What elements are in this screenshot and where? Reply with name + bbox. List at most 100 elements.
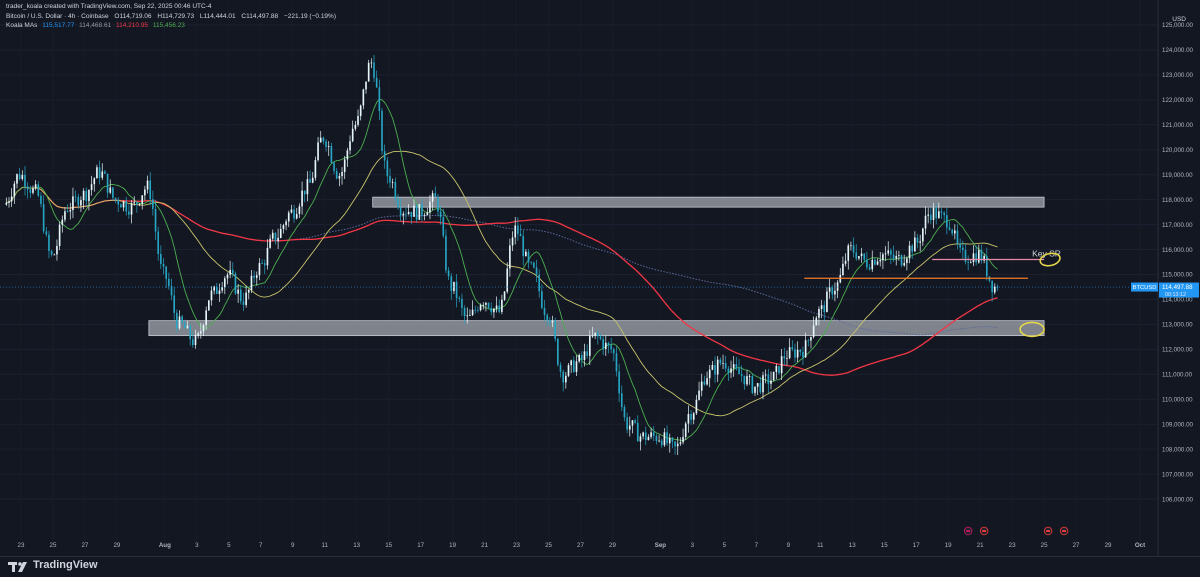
candle-body <box>498 305 501 312</box>
candle-body <box>732 364 735 369</box>
x-tick-label: 11 <box>321 542 328 549</box>
candle-body <box>253 275 255 278</box>
candle-body <box>410 211 413 217</box>
candle-body <box>580 355 583 360</box>
candle-body <box>826 291 828 313</box>
candle-body <box>514 225 517 238</box>
candle-body <box>874 259 876 265</box>
candle-body <box>162 263 165 267</box>
y-tick-label: 108,000.00 <box>1162 446 1194 453</box>
candle-body <box>192 339 194 346</box>
candle-body <box>149 180 152 200</box>
candle-body <box>631 420 634 426</box>
candle-body <box>333 162 335 172</box>
candle-body <box>394 181 397 199</box>
candle-body <box>525 251 527 257</box>
candle-body <box>509 245 511 269</box>
candle-body <box>269 238 271 248</box>
x-tick-label: 3 <box>195 542 199 549</box>
candle-body <box>50 251 53 255</box>
candle-body <box>722 363 724 364</box>
candle-body <box>775 365 778 372</box>
candle-body <box>405 213 407 215</box>
candle-body <box>740 374 743 376</box>
y-tick-label: 107,000.00 <box>1162 471 1194 478</box>
candle-body <box>604 342 607 349</box>
candle-body <box>93 178 96 185</box>
candle-body <box>485 302 487 305</box>
ohlc-change: −221.19 (−0.19%) <box>283 13 336 20</box>
event-marker-flag <box>1062 530 1067 532</box>
level-lines: Key SR <box>804 249 1061 338</box>
candle-body <box>168 278 170 287</box>
candle-body <box>985 255 988 277</box>
y-tick-label: 114,000.00 <box>1162 297 1193 304</box>
candle-body <box>141 195 144 204</box>
candle-body <box>319 137 322 143</box>
candle-body <box>338 176 341 179</box>
candle-body <box>354 124 357 129</box>
candle-body <box>778 365 780 374</box>
indicator-line[interactable]: Koala MAs 115,517.77 114,468.61 114,210.… <box>6 22 185 30</box>
candle-body <box>975 253 977 263</box>
x-tick-label: Oct <box>1135 542 1145 549</box>
candle-body <box>146 180 149 190</box>
event-marker-flag <box>982 530 987 532</box>
candle-body <box>551 321 554 323</box>
candle-body <box>10 196 13 202</box>
y-tick-label: 123,000.00 <box>1162 72 1194 79</box>
x-tick-label: 13 <box>353 542 360 549</box>
candle-body <box>42 203 45 232</box>
candle-body <box>887 250 890 254</box>
candle-body <box>362 89 365 106</box>
candle-body <box>919 241 922 243</box>
candle-body <box>690 414 692 420</box>
candle-body <box>285 221 287 226</box>
x-tick-label: 27 <box>81 542 88 549</box>
candle-body <box>834 290 836 295</box>
candle-body <box>679 442 682 444</box>
candle-body <box>189 325 191 340</box>
candle-body <box>133 202 136 204</box>
candle-body <box>930 214 932 220</box>
candle-body <box>506 268 509 292</box>
x-tick-label: 25 <box>50 542 57 549</box>
candle-body <box>181 316 184 323</box>
candle-body <box>194 335 197 346</box>
candle-body <box>399 207 402 216</box>
candle-body <box>549 319 551 323</box>
candle-body <box>788 347 791 359</box>
candle-body <box>895 255 898 259</box>
candle-body <box>791 347 794 350</box>
event-marker-flag <box>966 530 971 532</box>
candle-body <box>445 235 447 271</box>
candle-body <box>160 254 162 264</box>
candle-body <box>850 245 852 247</box>
candle-body <box>517 225 519 234</box>
candle-body <box>847 245 850 261</box>
candle-body <box>727 368 730 373</box>
time-axis: 23 25 27 29 Aug 3 5 7 9 11 13 15 17 19 21 23 25 27 29 Sep 3 5… <box>18 542 1146 549</box>
candle-body <box>575 361 578 372</box>
x-tick-label: 11 <box>817 542 824 549</box>
y-tick-label: 117,000.00 <box>1162 222 1193 229</box>
candle-body <box>541 291 543 308</box>
candle-body <box>298 206 301 214</box>
candle-body <box>922 228 924 242</box>
candle-body <box>266 247 269 266</box>
x-tick-label: 5 <box>723 542 727 549</box>
candle-body <box>349 141 351 151</box>
candle-body <box>229 269 231 275</box>
candle-body <box>40 195 42 204</box>
candle-body <box>959 243 961 248</box>
candle-body <box>245 292 247 305</box>
candle-body <box>423 215 426 216</box>
candle-body <box>511 237 514 246</box>
candle-body <box>578 355 580 362</box>
candle-body <box>823 305 826 313</box>
candle-body <box>943 212 945 216</box>
currency-label[interactable]: USD <box>1172 16 1186 23</box>
candle-body <box>277 237 279 242</box>
candle-body <box>458 298 461 299</box>
